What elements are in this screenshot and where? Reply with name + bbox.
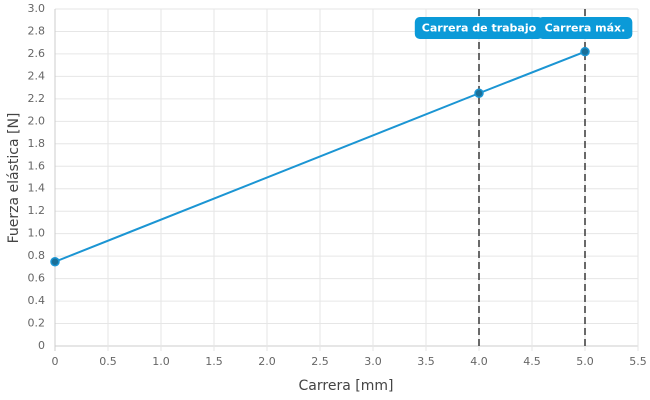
annotation-label: Carrera de trabajo (422, 22, 537, 35)
point (474, 88, 484, 98)
y-tick-label: 0.8 (28, 249, 46, 262)
x-tick-label: 2.0 (258, 355, 276, 368)
x-tick-label: 5.5 (629, 355, 647, 368)
x-tick-label: 5.0 (576, 355, 594, 368)
x-tick-label: 0.5 (99, 355, 117, 368)
y-tick-label: 1.0 (28, 227, 46, 240)
y-tick-label: 1.8 (28, 137, 46, 150)
annotation-box (537, 17, 633, 39)
annotation: Carrera de trabajo (414, 17, 544, 39)
y-tick-label: 2.2 (28, 92, 46, 105)
y-tick-label: 0.4 (28, 294, 46, 307)
annotation-label: Carrera máx. (545, 22, 626, 35)
point (50, 257, 60, 267)
y-tick-label: 0.2 (28, 317, 46, 330)
y-tick-label: 2.6 (28, 47, 46, 60)
x-tick-label: 0 (52, 355, 59, 368)
y-tick-label: 1.2 (28, 204, 46, 217)
y-tick-label: 2.0 (28, 114, 46, 127)
y-tick-label: 0 (38, 339, 45, 352)
annotation: Carrera máx. (537, 17, 633, 39)
x-tick-label: 2.5 (311, 355, 329, 368)
x-axis-title: Carrera [mm] (299, 378, 394, 394)
x-tick-label: 4.0 (470, 355, 488, 368)
annotation-box (414, 17, 544, 39)
x-tick-label: 4.5 (523, 355, 541, 368)
y-tick-label: 3.0 (28, 2, 46, 15)
y-tick-label: 2.8 (28, 24, 46, 37)
y-tick-label: 2.4 (28, 69, 46, 82)
y-tick-label: 1.6 (28, 159, 46, 172)
x-tick-label: 1.0 (152, 355, 170, 368)
point (580, 46, 590, 57)
y-tick-label: 0.6 (28, 272, 46, 285)
y-axis-title: Fuerza elástica [N] (6, 113, 22, 244)
x-tick-label: 3.0 (364, 355, 382, 368)
x-tick-label: 3.5 (417, 355, 435, 368)
x-tick-label: 1.5 (205, 355, 223, 368)
grid (54, 8, 639, 351)
y-tick-label: 1.4 (28, 182, 46, 195)
